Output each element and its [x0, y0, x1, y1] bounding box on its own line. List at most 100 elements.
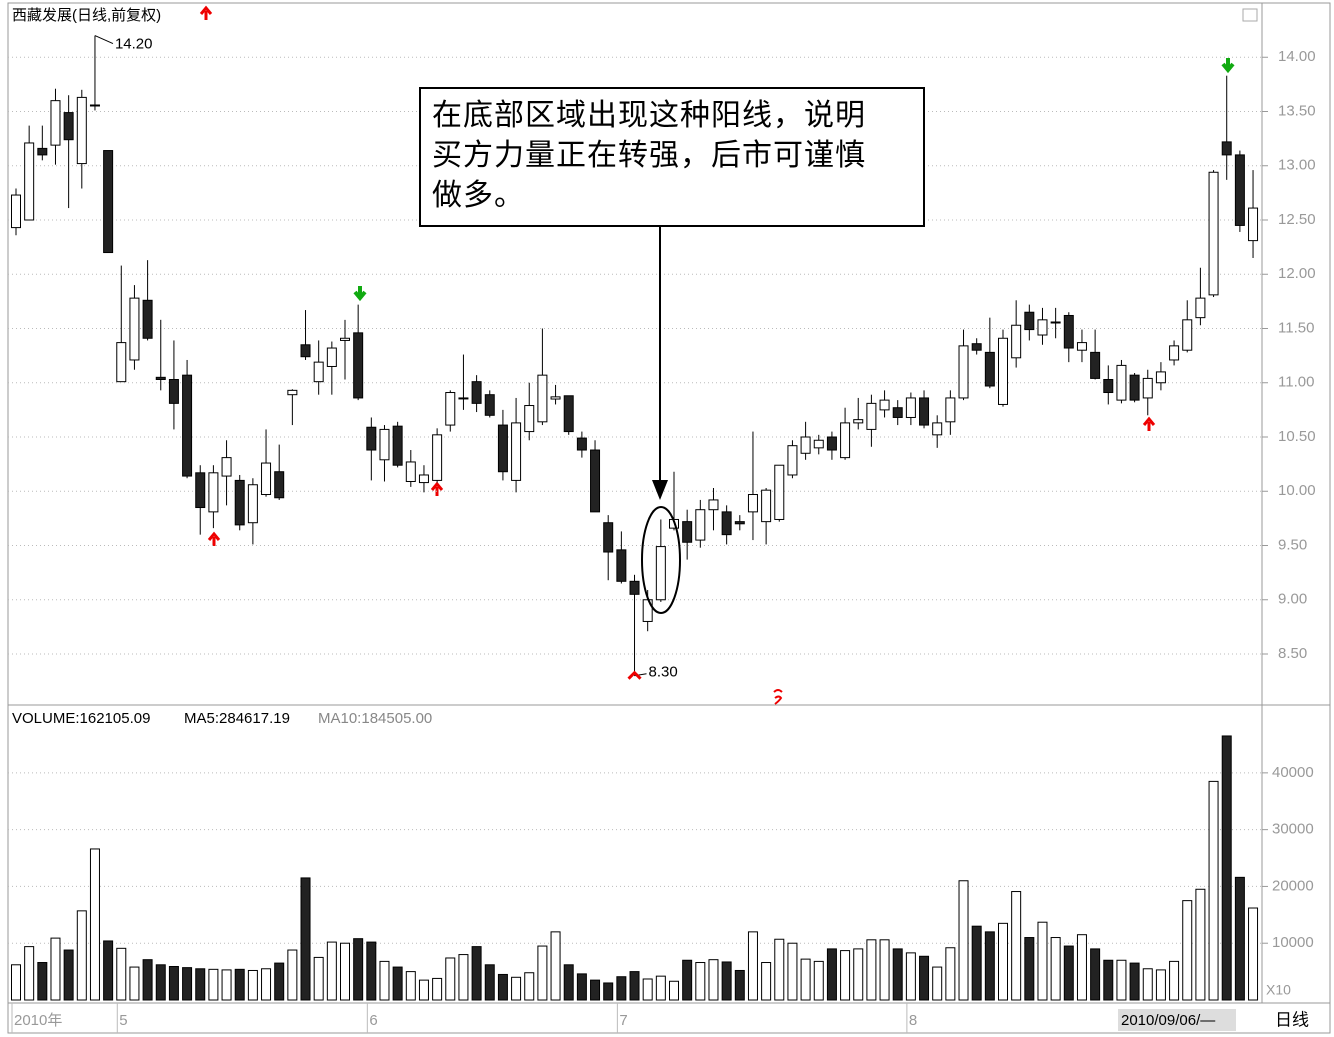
candle-body: [590, 449, 601, 513]
signal-mark: [773, 689, 783, 705]
volume-bar: [379, 960, 390, 1001]
volume-bar: [261, 968, 272, 1001]
volume-bar: [300, 877, 311, 1001]
volume-bar: [24, 946, 35, 1001]
volume-bar: [537, 945, 548, 1001]
candle-body: [418, 474, 429, 484]
candle-body: [1129, 374, 1140, 401]
volume-bar: [142, 959, 153, 1001]
y-tick-label: 40000: [1272, 764, 1314, 781]
candle-body: [537, 374, 548, 423]
candle-body: [103, 150, 114, 254]
volume-bar: [774, 938, 785, 1001]
y-tick-label: 9.50: [1278, 536, 1307, 553]
candle-body: [511, 422, 522, 481]
candle-body: [89, 104, 100, 107]
candle-body: [932, 422, 943, 436]
volume-bar: [576, 973, 587, 1001]
date-box: [1118, 1009, 1236, 1031]
candle-body: [497, 424, 508, 473]
volume-label: VOLUME:162105.09: [12, 710, 150, 727]
volume-bar: [37, 962, 48, 1001]
volume-bar: [590, 979, 601, 1001]
candle-body: [392, 425, 403, 466]
max-label: 14.20: [115, 36, 153, 53]
volume-bar: [511, 976, 522, 1001]
candle-body: [550, 396, 561, 400]
x-tick-label: 2010年: [14, 1012, 62, 1029]
volume-bar: [155, 964, 166, 1001]
volume-bar: [853, 948, 864, 1001]
volume-bar: [1221, 735, 1232, 1001]
candle-body: [945, 397, 956, 423]
volume-bar: [1208, 780, 1219, 1001]
candle-body: [1116, 364, 1127, 401]
callout-text: 做多。: [432, 179, 525, 212]
candle-body: [971, 343, 982, 351]
max-pointer: [94, 35, 114, 45]
candle-body: [432, 434, 443, 481]
ma5-label: MA5:284617.19: [184, 710, 290, 727]
candle-body: [353, 332, 364, 399]
candle-body: [50, 100, 61, 146]
y-tick-label: 11.00: [1278, 374, 1314, 391]
y-tick-label: 13.50: [1278, 102, 1316, 119]
volume-bar: [826, 948, 837, 1001]
candle-body: [800, 436, 811, 454]
candle-body: [11, 194, 21, 229]
candle-body: [1076, 342, 1087, 351]
candle-body: [274, 471, 285, 499]
volume-bar: [879, 939, 890, 1001]
candle-body: [1011, 324, 1022, 359]
candle-body: [221, 457, 232, 477]
candle-body: [287, 389, 298, 396]
candle-body: [1169, 345, 1180, 361]
signal-arrow: [430, 481, 444, 496]
candle-body: [300, 344, 311, 358]
volume-bar: [892, 948, 903, 1001]
volume-bar: [313, 956, 324, 1001]
candle-body: [1182, 319, 1193, 351]
candle-body: [984, 351, 995, 387]
volume-bar: [484, 964, 495, 1001]
volume-bar: [353, 938, 364, 1001]
volume-bar: [932, 966, 943, 1001]
volume-bar: [1248, 907, 1259, 1001]
y-tick-label: 12.50: [1278, 211, 1316, 228]
candle-body: [471, 381, 482, 404]
candle-body: [813, 439, 824, 449]
candle-body: [379, 428, 390, 461]
volume-bar: [1169, 960, 1180, 1001]
volume-bar: [458, 954, 469, 1001]
volume-bar: [563, 964, 574, 1001]
footer-period[interactable]: 日线: [1275, 1010, 1309, 1029]
candle-body: [195, 472, 206, 509]
candle-body: [840, 422, 851, 459]
volume-bar: [418, 979, 429, 1001]
volume-bar: [971, 925, 982, 1001]
candle-body: [366, 426, 377, 451]
volume-bar: [761, 962, 772, 1001]
volume-bar: [340, 942, 350, 1001]
callout-arrowhead: [652, 480, 668, 500]
outer-frame: [7, 2, 1331, 1034]
volume-bar: [905, 952, 916, 1001]
volume-bar: [103, 940, 114, 1001]
candle-body: [208, 472, 219, 513]
min-arrow: [627, 670, 642, 680]
candle-body: [826, 436, 837, 451]
volume-bar: [234, 968, 245, 1001]
volume-bar: [1116, 959, 1127, 1001]
ma10-label: MA10:184505.00: [318, 710, 432, 727]
volume-bar: [1090, 948, 1101, 1001]
candle-body: [76, 96, 87, 165]
window-icon[interactable]: [1242, 8, 1258, 22]
volume-bar: [800, 958, 811, 1001]
candle-body: [958, 345, 969, 399]
volume-bar: [129, 966, 140, 1001]
volume-bar: [603, 982, 614, 1001]
volume-bar: [695, 962, 706, 1001]
volume-bar: [1076, 934, 1087, 1001]
candle-body: [919, 397, 930, 426]
volume-bar: [63, 949, 74, 1001]
